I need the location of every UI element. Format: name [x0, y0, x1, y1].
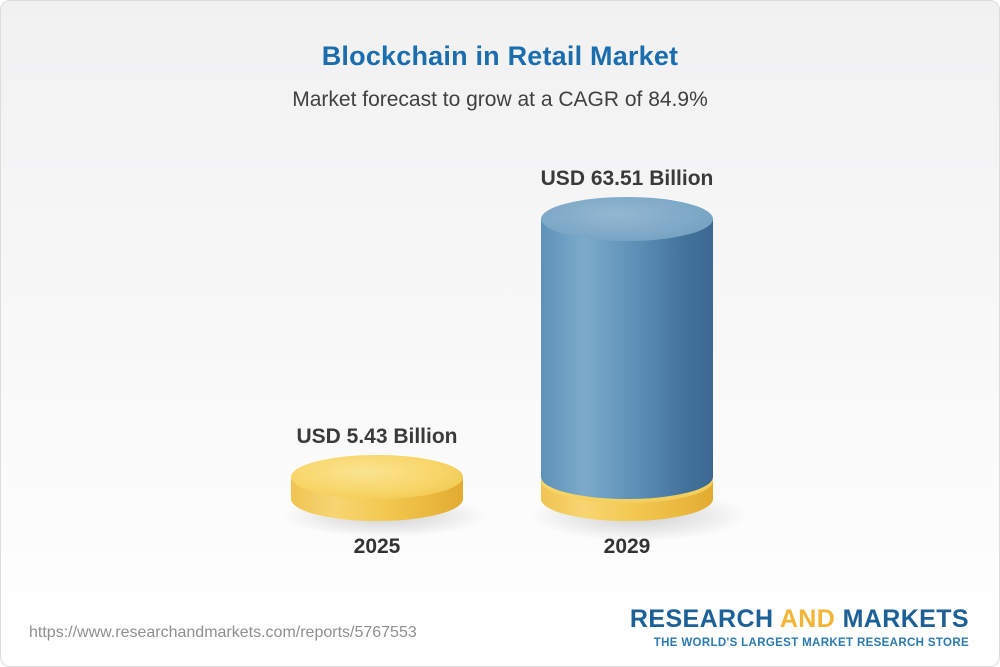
bar-2029-top-face — [541, 197, 713, 241]
logo-word-and: AND — [779, 605, 836, 633]
category-label-2029: 2029 — [603, 535, 651, 558]
logo-word-research: RESEARCH — [629, 605, 774, 633]
value-label-2025: USD 5.43 Billion — [296, 425, 458, 448]
bar-2029-cylinder — [541, 197, 713, 499]
logo-word-markets: MARKETS — [842, 605, 969, 633]
bar-2029-side — [541, 219, 713, 477]
chart-title: Blockchain in Retail Market — [321, 41, 679, 71]
research-and-markets-logo: RESEARCH AND MARKETS THE WORLD'S LARGEST… — [630, 605, 969, 649]
category-label-2025: 2025 — [353, 535, 401, 558]
report-url: https://www.researchandmarkets.com/repor… — [29, 624, 417, 641]
logo-tagline: THE WORLD'S LARGEST MARKET RESEARCH STOR… — [653, 637, 969, 649]
chart-subtitle: Market forecast to grow at a CAGR of 84.… — [292, 88, 708, 111]
value-label-2029: USD 63.51 Billion — [540, 167, 714, 190]
bar-2025-cylinder — [291, 455, 463, 521]
logo-wordmark: RESEARCH AND MARKETS — [630, 605, 969, 634]
bar-2025-top-face — [291, 455, 463, 499]
